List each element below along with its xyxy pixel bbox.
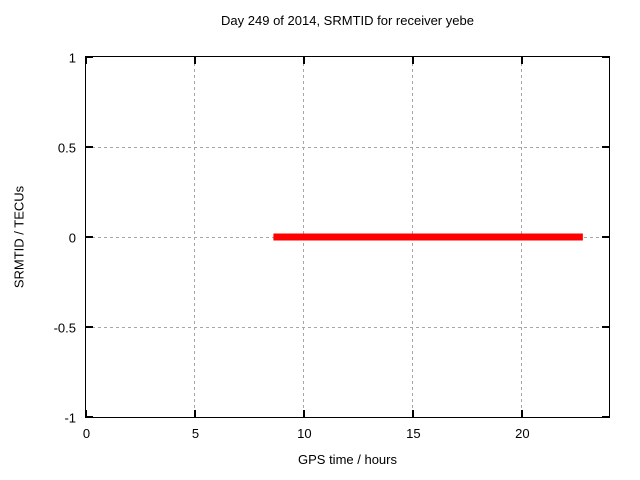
- y-tick-label: -0.5: [53, 320, 76, 335]
- x-tick-mark-bottom: [303, 410, 305, 417]
- x-tick-mark-top: [412, 57, 414, 64]
- x-tick-mark-bottom: [85, 410, 87, 417]
- x-tick-label: 15: [406, 426, 421, 441]
- y-tick-mark-left: [86, 416, 93, 418]
- h-gridline: [86, 326, 609, 328]
- x-tick-mark-top: [194, 57, 196, 64]
- x-tick-mark-top: [303, 57, 305, 64]
- x-tick-mark-bottom: [194, 410, 196, 417]
- y-tick-mark-right: [602, 416, 609, 418]
- y-tick-label: 0: [68, 230, 76, 245]
- series-layer: [273, 233, 583, 241]
- y-tick-mark-right: [602, 146, 609, 148]
- y-tick-mark-left: [86, 326, 93, 328]
- y-tick-label: 1: [68, 50, 76, 65]
- x-tick-mark-bottom: [412, 410, 414, 417]
- x-tick-label: 5: [191, 426, 200, 441]
- x-tick-label: 10: [297, 426, 312, 441]
- y-tick-label: -1: [64, 410, 76, 425]
- y-tick-mark-left: [86, 236, 93, 238]
- y-tick-mark-left: [86, 146, 93, 148]
- h-gridline: [86, 146, 609, 148]
- plot-area: [85, 56, 610, 418]
- x-axis-title: GPS time / hours: [298, 452, 397, 467]
- y-tick-mark-left: [86, 56, 93, 58]
- y-tick-labels: -1 -0.5 0 0.5 1: [0, 50, 76, 425]
- x-tick-label: 20: [515, 426, 530, 441]
- x-tick-mark-bottom: [521, 410, 523, 417]
- y-tick-mark-right: [602, 326, 609, 328]
- x-tick-label: 0: [82, 426, 91, 441]
- x-tick-mark-top: [85, 57, 87, 64]
- y-tick-label: 0.5: [57, 140, 76, 155]
- y-tick-mark-right: [602, 236, 609, 238]
- x-tick-labels: 0 5 10 15 20: [83, 426, 609, 442]
- chart-title: Day 249 of 2014, SRMTID for receiver yeb…: [221, 13, 474, 28]
- x-tick-mark-top: [521, 57, 523, 64]
- y-tick-mark-right: [602, 56, 609, 58]
